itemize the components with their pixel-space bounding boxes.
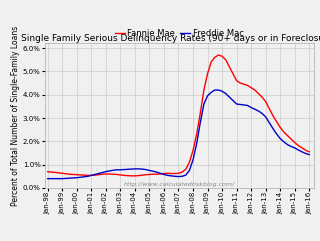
Freddie Mac [46,177,50,180]
Title: Single Family Serious Delinquency Rates (90+ days or in Foreclosure): Single Family Serious Delinquency Rates … [21,33,320,43]
Fannie Mae [307,150,311,153]
Fannie Mae [180,171,184,174]
Freddie Mac [285,143,289,146]
Freddie Mac [307,153,311,156]
Freddie Mac [133,167,137,170]
Line: Freddie Mac: Freddie Mac [48,90,309,179]
Fannie Mae [289,138,293,141]
Freddie Mac [104,170,108,173]
Freddie Mac [268,121,271,124]
Fannie Mae [46,170,50,173]
Line: Fannie Mae: Fannie Mae [48,55,309,176]
Fannie Mae [217,54,220,56]
Freddie Mac [275,132,278,135]
Fannie Mae [104,173,108,175]
Legend: Fannie Mae, Freddie Mac: Fannie Mae, Freddie Mac [111,26,247,41]
Freddie Mac [177,175,180,178]
Text: http://www.calculatedriskblog.com/: http://www.calculatedriskblog.com/ [124,181,235,187]
Fannie Mae [129,174,133,177]
Fannie Mae [278,126,282,129]
Fannie Mae [137,174,140,177]
Freddie Mac [213,89,217,92]
Fannie Mae [271,114,275,117]
Y-axis label: Percent of Total Number of Single-Family Loans: Percent of Total Number of Single-Family… [11,26,20,206]
